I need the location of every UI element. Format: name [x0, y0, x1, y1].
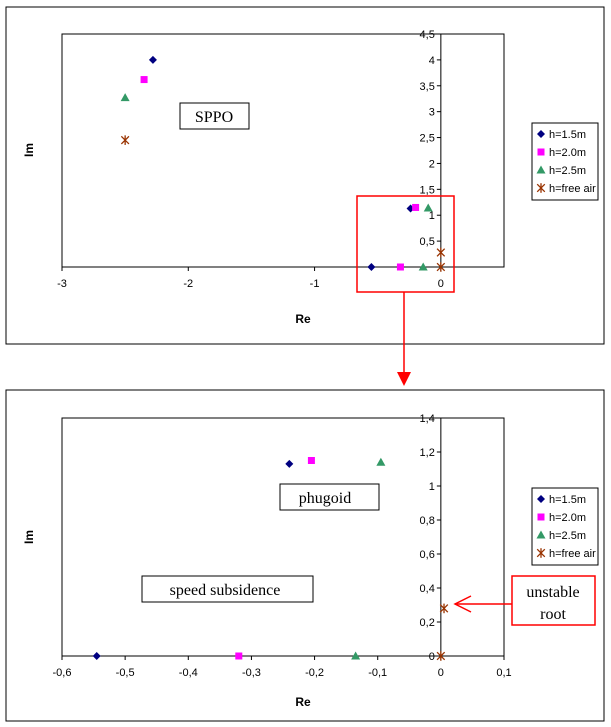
- chart-1-y-tick-label: 0,5: [420, 236, 435, 248]
- chart-1-y-tick-label: 3,5: [420, 81, 435, 93]
- unstable-root-arrow-head: [453, 595, 472, 613]
- chart-2-unstable-root-line-1: unstable: [526, 584, 579, 601]
- chart-1-legend-label-2: h=2.0m: [549, 147, 586, 159]
- chart-2-point-series-2: [307, 457, 315, 464]
- chart-2-speed-subsidence-label: speed subsidence: [170, 582, 281, 599]
- chart-2-legend-marker-4: [536, 548, 546, 558]
- chart-2-y-tick-label: 0,4: [420, 583, 435, 595]
- chart-1-y-tick-label: 1: [429, 210, 435, 222]
- chart-2-x-tick-label: -0,3: [242, 667, 261, 679]
- zoom-arrow-head: [397, 372, 411, 386]
- chart-2-y-axis-title: Im: [22, 530, 36, 544]
- chart-1-point-series-2: [396, 263, 404, 271]
- chart-2-point-series-4: [436, 651, 446, 661]
- chart-1-x-axis-title: Re: [295, 312, 311, 326]
- chart-2-legend-label-1: h=1.5m: [549, 494, 586, 506]
- chart-2-y-tick-label: 0,2: [420, 617, 435, 629]
- chart-1-y-tick-label: 3: [429, 107, 435, 119]
- chart-2-x-tick-label: -0,2: [305, 667, 324, 679]
- chart-2-x-tick-label: -0,4: [179, 667, 198, 679]
- chart-2-unstable-root-line-2: root: [540, 606, 566, 623]
- chart-1-legend-marker-1: [537, 130, 545, 138]
- chart-1-point-series-2: [412, 203, 420, 211]
- chart-1-point-series-3: [120, 93, 130, 102]
- chart-1-legend-marker-4: [536, 183, 546, 193]
- chart-2-legend-label-3: h=2.5m: [549, 530, 586, 542]
- chart-1-y-tick-label: 4,5: [420, 29, 435, 41]
- chart-1-sppo-box: [179, 102, 250, 130]
- chart-1-legend-marker-3: [536, 165, 546, 174]
- chart-1-x-tick-label: -2: [183, 278, 193, 290]
- chart-2-x-axis-title: Re: [295, 695, 311, 709]
- chart-2-y-tick-label: 0,8: [420, 515, 435, 527]
- chart-2-y-tick-label: 0: [429, 651, 435, 663]
- chart-1-x-tick-label: -1: [310, 278, 320, 290]
- chart-2-point-series-3: [351, 651, 361, 660]
- chart-2-point-series-4: [439, 603, 449, 614]
- chart-1-point-series-3: [423, 203, 433, 212]
- chart-2-point-series-2: [235, 652, 243, 660]
- chart-2-legend-marker-2: [537, 513, 545, 521]
- chart-2-speed-subsidence-box: [141, 575, 314, 603]
- chart-2-legend-marker-3: [536, 530, 546, 539]
- chart-1-x-tick-label: -3: [57, 278, 67, 290]
- chart-2-y-tick-label: 0,6: [420, 549, 435, 561]
- chart-1-y-tick-label: 2: [429, 158, 435, 170]
- chart-1-y-tick-label: 1,5: [420, 184, 435, 196]
- chart-1-frame: [5, 6, 605, 345]
- chart-1-legend-label-1: h=1.5m: [549, 129, 586, 141]
- chart-1-y-tick-label: 4: [429, 55, 435, 67]
- chart-1-point-series-3: [418, 262, 428, 271]
- chart-2-phugoid-box: [279, 483, 380, 511]
- chart-1-point-series-4: [436, 262, 446, 272]
- chart-2-x-tick-label: -0,6: [53, 667, 72, 679]
- chart-2-legend-label-2: h=2.0m: [549, 512, 586, 524]
- chart-2-y-tick-label: 1,2: [420, 447, 435, 459]
- chart-2-x-tick-label: -0,5: [116, 667, 135, 679]
- chart-1-x-tick-label: 0: [438, 278, 444, 290]
- chart-2-unstable-root-box: [511, 575, 596, 626]
- chart-1-point-series-4: [120, 135, 130, 145]
- chart-2-point-series-1: [285, 459, 294, 468]
- chart-1-point-series-4: [436, 247, 446, 258]
- chart-1-point-series-1: [148, 55, 157, 64]
- chart-1-legend-label-4: h=free air: [549, 183, 596, 195]
- chart-2-phugoid-label: phugoid: [299, 490, 351, 507]
- chart-2-legend-label-4: h=free air: [549, 548, 596, 560]
- chart-1-sppo-label: SPPO: [195, 109, 233, 126]
- chart-2-point-series-3: [376, 457, 386, 466]
- chart-2-x-tick-label: 0: [438, 667, 444, 679]
- chart-2-x-tick-label: -0,1: [368, 667, 387, 679]
- chart-1-point-series-1: [367, 263, 376, 271]
- chart-1-legend-label-3: h=2.5m: [549, 165, 586, 177]
- chart-2-y-tick-label: 1,4: [420, 413, 435, 425]
- chart-2-y-tick-label: 1: [429, 481, 435, 493]
- chart-1-y-tick-label: 2,5: [420, 133, 435, 145]
- chart-2-x-tick-label: 0,1: [496, 667, 511, 679]
- chart-1-point-series-2: [140, 76, 148, 84]
- chart-1-legend-marker-2: [537, 148, 545, 156]
- chart-1-y-axis-title: Im: [22, 143, 36, 157]
- chart-2-legend-marker-1: [537, 495, 545, 503]
- chart-2-point-series-1: [92, 652, 101, 660]
- zoom-region-box: [356, 195, 455, 293]
